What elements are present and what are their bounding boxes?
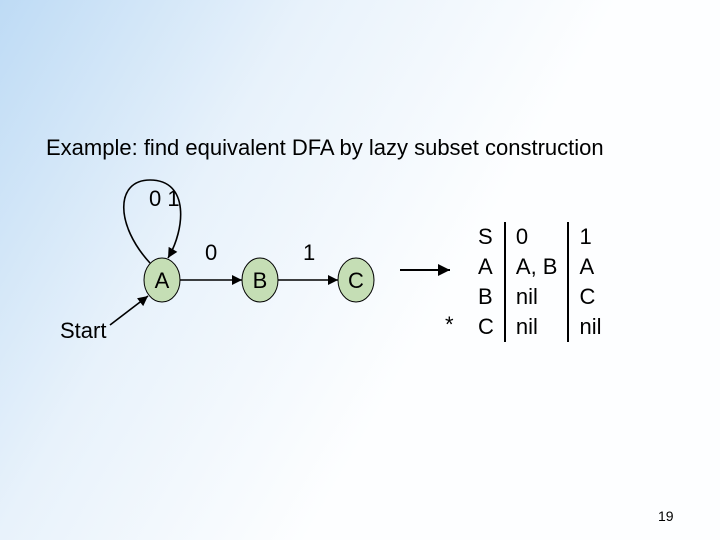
table-cell: nil bbox=[516, 282, 558, 312]
table-cell: B bbox=[478, 282, 494, 312]
self-loop-label: 0 1 bbox=[149, 186, 180, 211]
start-label: Start bbox=[60, 318, 106, 343]
table-cell: A bbox=[579, 252, 601, 282]
edge-A-B-label: 0 bbox=[205, 240, 217, 265]
state-C-label: C bbox=[348, 268, 364, 293]
state-A-label: A bbox=[155, 268, 170, 293]
table-col-0: 0 A, B nil nil bbox=[504, 222, 570, 342]
table-pointer-arrow bbox=[438, 264, 450, 276]
edge-B-C-label: 1 bbox=[303, 240, 315, 265]
transition-table: S A B C 0 A, B nil nil 1 A C nil bbox=[468, 222, 611, 342]
table-cell: A bbox=[478, 252, 494, 282]
table-col-S: S A B C bbox=[468, 222, 504, 342]
accept-state-mark: * bbox=[445, 312, 454, 338]
table-cell: nil bbox=[516, 312, 558, 342]
table-cell: C bbox=[579, 282, 601, 312]
nfa-diagram: A B C 0 1 0 1 Start bbox=[0, 0, 720, 540]
table-col-1: 1 A C nil bbox=[569, 222, 611, 342]
table-cell: C bbox=[478, 312, 494, 342]
table-header-1: 1 bbox=[579, 222, 601, 252]
edge-A-B-arrow bbox=[232, 275, 242, 285]
state-B-label: B bbox=[253, 268, 268, 293]
page-number: 19 bbox=[658, 508, 674, 524]
table-header-0: 0 bbox=[516, 222, 558, 252]
table-header-S: S bbox=[478, 222, 494, 252]
table-cell: A, B bbox=[516, 252, 558, 282]
table-cell: nil bbox=[579, 312, 601, 342]
edge-B-C-arrow bbox=[328, 275, 338, 285]
